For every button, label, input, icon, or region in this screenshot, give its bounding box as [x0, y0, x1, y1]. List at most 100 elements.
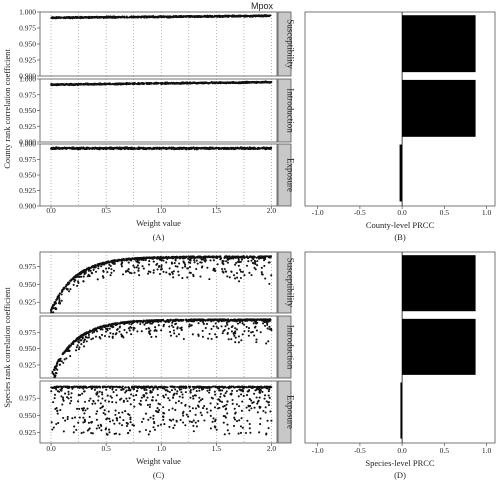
data-point — [52, 311, 55, 314]
data-point — [237, 280, 241, 283]
data-point — [150, 82, 153, 85]
data-point — [187, 261, 190, 264]
data-point — [128, 329, 131, 332]
data-point — [83, 271, 86, 274]
data-point — [259, 15, 262, 18]
strip-susceptibility — [277, 11, 292, 77]
data-point — [209, 427, 212, 430]
data-point — [159, 423, 162, 426]
data-point — [111, 16, 115, 19]
data-point — [118, 433, 121, 436]
data-point — [180, 81, 184, 84]
data-point — [194, 407, 198, 410]
data-point — [227, 327, 230, 330]
data-point — [133, 271, 136, 274]
data-point — [77, 421, 80, 424]
data-point — [105, 16, 108, 19]
data-point — [62, 361, 65, 364]
data-point — [202, 322, 205, 326]
data-point — [268, 282, 271, 285]
data-point — [65, 287, 68, 290]
data-point — [239, 425, 242, 428]
data-point — [157, 82, 160, 85]
data-point — [204, 259, 207, 262]
data-point — [230, 146, 233, 149]
data-point — [167, 321, 170, 324]
data-point — [201, 329, 204, 332]
data-point — [69, 344, 73, 347]
data-point — [175, 16, 178, 19]
data-point — [136, 319, 140, 322]
data-point — [107, 323, 110, 326]
data-point — [227, 257, 230, 261]
panel-frame — [39, 78, 278, 143]
data-point — [125, 147, 129, 150]
data-point — [142, 267, 145, 270]
data-point — [64, 83, 67, 86]
data-point — [157, 324, 160, 327]
data-point — [159, 320, 163, 323]
data-point — [207, 147, 210, 150]
data-point — [232, 318, 235, 321]
y-tick-label: 0.900 — [19, 72, 36, 81]
data-point — [111, 336, 114, 339]
data-point — [132, 424, 136, 427]
data-point — [118, 325, 122, 328]
data-point — [78, 275, 81, 279]
data-point — [178, 256, 181, 259]
data-point — [70, 392, 73, 395]
data-point — [234, 263, 237, 266]
data-point — [152, 271, 155, 274]
data-point — [216, 263, 219, 266]
data-point — [270, 327, 273, 330]
data-point — [78, 407, 81, 411]
y-tick-label: 1.000 — [19, 8, 36, 17]
data-point — [187, 15, 190, 18]
data-point — [265, 433, 268, 436]
data-point — [137, 258, 140, 261]
data-point — [234, 15, 237, 18]
data-point — [96, 16, 99, 19]
data-point — [192, 424, 195, 427]
data-point — [258, 431, 261, 434]
data-point — [241, 270, 244, 273]
data-point — [76, 337, 79, 340]
data-point — [85, 15, 88, 19]
data-point — [62, 351, 65, 354]
data-point — [170, 147, 173, 150]
data-point — [221, 332, 224, 335]
data-point — [105, 327, 108, 330]
data-point — [248, 422, 251, 426]
x-axis-label: County-level PRCC — [366, 220, 435, 230]
plots-layer: County rank correlation coefficient 0.900… — [2, 8, 496, 480]
data-point — [162, 82, 165, 85]
data-point — [238, 419, 241, 422]
data-point — [255, 322, 258, 325]
data-point — [201, 265, 204, 268]
data-point — [146, 403, 149, 407]
data-point — [67, 83, 70, 86]
data-point — [109, 332, 112, 335]
data-point — [178, 262, 181, 265]
data-point — [157, 256, 160, 259]
data-point — [253, 266, 256, 269]
data-point — [158, 403, 162, 406]
data-point — [128, 397, 131, 400]
data-point — [114, 324, 117, 327]
data-point — [185, 413, 188, 416]
data-point — [254, 262, 257, 266]
data-point — [57, 359, 60, 362]
data-point — [173, 332, 176, 335]
data-point — [149, 329, 152, 332]
data-point — [148, 430, 152, 433]
data-point — [155, 335, 158, 338]
data-point — [239, 146, 243, 149]
data-point — [186, 276, 189, 279]
data-point — [137, 267, 140, 270]
data-point — [205, 322, 209, 326]
data-point — [205, 15, 208, 19]
data-point — [116, 419, 119, 422]
data-point — [136, 389, 139, 392]
data-point — [134, 257, 137, 260]
